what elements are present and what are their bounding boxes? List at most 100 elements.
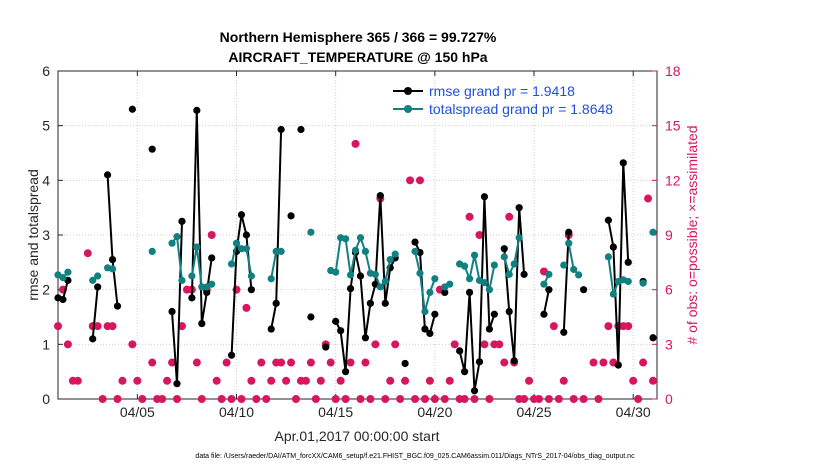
y-right-tick-label: 3: [665, 336, 673, 352]
obs-possible-marker: [128, 340, 137, 349]
chart-title: Northern Hemisphere 365 / 366 = 99.727%: [220, 29, 497, 45]
rmse-point: [272, 299, 280, 307]
obs-possible-marker: [549, 322, 558, 331]
rmse-point: [421, 325, 429, 333]
rmse-point: [545, 286, 553, 294]
obs-possible-marker: [629, 376, 638, 385]
obs-possible-marker: [406, 176, 415, 185]
obs-possible-marker: [168, 358, 177, 367]
obs-possible-marker: [173, 395, 182, 403]
rmse-point: [649, 334, 657, 342]
spread-point: [609, 290, 617, 298]
rmse-point: [560, 328, 568, 336]
rmse-point: [128, 105, 136, 113]
obs-possible-marker: [371, 340, 380, 349]
obs-possible-marker: [401, 376, 410, 385]
spread-point: [649, 228, 657, 236]
legend-spread-marker: [404, 105, 412, 113]
spread-point: [94, 272, 102, 280]
spread-point: [232, 239, 241, 247]
obs-possible-marker: [346, 358, 355, 367]
rmse-point: [332, 317, 340, 325]
rmse-point: [441, 288, 449, 296]
obs-possible-marker: [589, 358, 598, 367]
spread-point: [198, 283, 206, 291]
obs-possible-marker: [83, 249, 92, 258]
obs-possible-marker: [500, 358, 509, 367]
rmse-point: [470, 387, 479, 395]
spread-point: [639, 279, 647, 287]
obs-possible-marker: [138, 395, 147, 403]
obs-possible-marker: [148, 358, 157, 367]
rmse-point: [475, 358, 484, 366]
obs-possible-marker: [480, 340, 489, 349]
obs-possible-marker: [277, 358, 286, 367]
rmse-point: [108, 256, 117, 264]
obs-possible-marker: [594, 395, 603, 403]
spread-point: [565, 239, 573, 247]
rmse-point: [307, 313, 315, 321]
rmse-point: [609, 243, 617, 251]
obs-possible-marker: [599, 358, 608, 367]
obs-possible-marker: [242, 303, 251, 312]
rmse-point: [480, 193, 489, 201]
obs-possible-marker: [559, 376, 568, 385]
spread-point: [193, 243, 201, 251]
rmse-point: [614, 361, 622, 369]
rmse-point: [604, 216, 613, 224]
rmse-point: [188, 294, 196, 302]
y-left-tick-label: 2: [42, 282, 50, 298]
rmse-point: [337, 327, 345, 335]
obs-possible-marker: [133, 376, 142, 385]
rmse-line: [458, 195, 496, 392]
obs-possible-marker: [311, 395, 320, 403]
x-tick-label: 04/30: [616, 404, 651, 420]
obs-possible-marker: [415, 176, 424, 185]
chart-subtitle: AIRCRAFT_TEMPERATURE @ 150 hPa: [228, 49, 487, 65]
obs-possible-marker: [158, 395, 167, 403]
rmse-point: [267, 325, 275, 333]
obs-possible-marker: [624, 322, 633, 331]
spread-point: [540, 280, 548, 288]
spread-point: [480, 278, 489, 287]
spread-point: [421, 307, 429, 316]
spread-point: [470, 251, 479, 259]
y-right-tick-label: 12: [665, 172, 681, 188]
rmse-point: [366, 299, 374, 307]
legend-rmse-label: rmse grand pr = 1.9418: [429, 83, 575, 99]
spread-point: [108, 265, 117, 273]
x-tick-label: 04/20: [417, 404, 452, 420]
obs-possible-marker: [237, 395, 246, 403]
spread-point: [570, 265, 578, 274]
y-left-tick-label: 3: [42, 227, 50, 243]
obs-possible-marker: [644, 194, 653, 203]
rmse-point: [277, 125, 285, 134]
spread-point: [510, 260, 518, 268]
obs-possible-marker: [485, 395, 494, 403]
spread-point: [64, 268, 72, 276]
rmse-point: [361, 334, 370, 342]
y-left-tick-label: 4: [42, 172, 50, 188]
spread-point: [351, 246, 360, 254]
spread-point: [505, 270, 513, 278]
rmse-line: [91, 286, 99, 339]
obs-possible-marker: [93, 322, 102, 331]
spread-point: [386, 256, 394, 264]
obs-possible-marker: [460, 395, 469, 403]
spread-point: [178, 276, 186, 284]
rmse-point: [173, 380, 181, 388]
spread-point: [461, 262, 469, 270]
obs-possible-marker: [604, 322, 613, 331]
obs-possible-marker: [351, 139, 360, 148]
spread-point: [237, 245, 246, 253]
x-tick-label: 04/10: [219, 404, 254, 420]
y-left-tick-label: 0: [42, 391, 50, 407]
spread-point: [277, 247, 285, 255]
x-tick-label: 04/25: [517, 404, 552, 420]
rmse-point: [401, 359, 409, 368]
obs-possible-marker: [649, 376, 658, 385]
obs-possible-marker: [252, 395, 261, 403]
obs-possible-marker: [391, 340, 400, 349]
spread-point: [272, 247, 280, 255]
obs-possible-marker: [316, 376, 325, 385]
